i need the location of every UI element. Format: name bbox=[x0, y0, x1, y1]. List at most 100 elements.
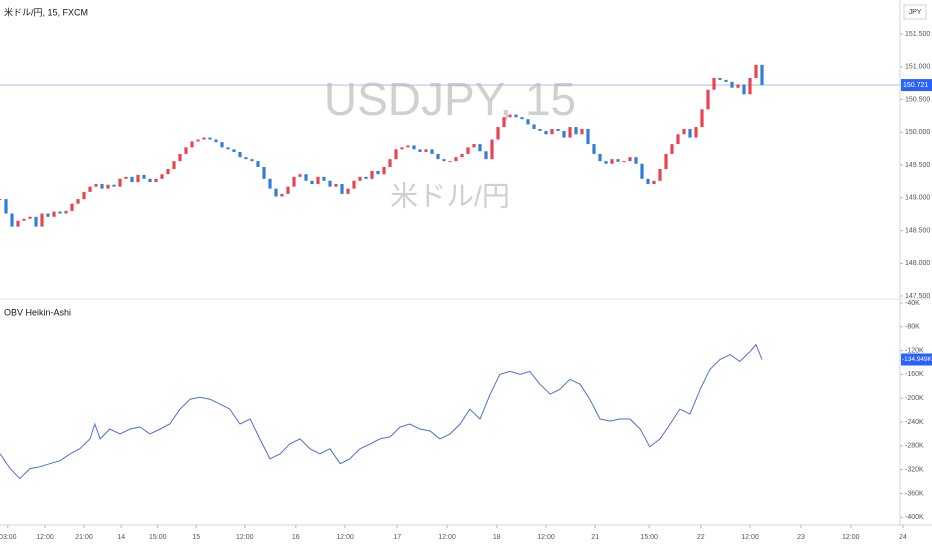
candle bbox=[472, 144, 476, 148]
candle bbox=[430, 149, 434, 154]
candle bbox=[634, 157, 638, 164]
candle bbox=[364, 176, 368, 179]
x-tick-label: 12:00 bbox=[438, 534, 456, 541]
candle bbox=[598, 153, 602, 162]
candle bbox=[28, 216, 32, 219]
candle bbox=[532, 124, 536, 130]
candle bbox=[94, 184, 98, 187]
candle bbox=[682, 129, 686, 135]
candle bbox=[160, 174, 164, 179]
candle bbox=[52, 211, 56, 217]
last-value-label: -134.949K bbox=[902, 356, 932, 363]
last-value-box bbox=[901, 353, 932, 366]
candle bbox=[112, 184, 116, 187]
candle bbox=[256, 161, 260, 168]
candle bbox=[358, 176, 362, 181]
candle bbox=[4, 199, 8, 214]
x-tick-label: 14 bbox=[117, 534, 125, 541]
y-tick-label: -80K bbox=[905, 324, 920, 331]
y-tick-label: 147.500 bbox=[905, 293, 930, 300]
candle bbox=[316, 176, 320, 185]
candle bbox=[88, 186, 92, 192]
last-price-label: 150.721 bbox=[903, 82, 928, 89]
candle bbox=[214, 139, 218, 143]
candle bbox=[580, 129, 584, 135]
candle bbox=[478, 144, 482, 152]
y-tick-label: 148.000 bbox=[905, 260, 930, 267]
candle bbox=[280, 193, 284, 197]
candle bbox=[148, 178, 152, 183]
candle bbox=[394, 149, 398, 160]
candle bbox=[628, 157, 632, 162]
candle bbox=[676, 134, 680, 145]
candle bbox=[616, 159, 620, 162]
y-tick-label: -400K bbox=[905, 514, 924, 521]
candle bbox=[274, 188, 278, 197]
x-tick-label: 12:00 bbox=[336, 534, 354, 541]
y-tick-label: 150.000 bbox=[905, 129, 930, 136]
candle bbox=[622, 161, 626, 163]
candle bbox=[604, 161, 608, 164]
candle bbox=[136, 174, 140, 183]
x-tick-label: 16 bbox=[292, 534, 300, 541]
candle bbox=[712, 77, 716, 90]
candle bbox=[640, 163, 644, 179]
candle bbox=[262, 167, 266, 179]
candle bbox=[562, 130, 566, 138]
candle bbox=[754, 64, 758, 78]
candle bbox=[436, 153, 440, 160]
candle bbox=[184, 147, 188, 154]
candle bbox=[244, 157, 248, 160]
candle bbox=[118, 178, 122, 187]
candle bbox=[652, 180, 656, 185]
x-tick-label: 23 bbox=[797, 534, 805, 541]
y-tick-label: -40K bbox=[905, 300, 920, 307]
candle bbox=[466, 147, 470, 154]
candle bbox=[442, 159, 446, 162]
candle bbox=[10, 213, 14, 227]
candle bbox=[322, 176, 326, 181]
candle bbox=[544, 130, 548, 135]
candle bbox=[454, 157, 458, 162]
candle bbox=[406, 145, 410, 148]
candle bbox=[586, 129, 590, 145]
candle bbox=[508, 114, 512, 118]
candle bbox=[142, 174, 146, 179]
y-tick-label: -360K bbox=[905, 490, 924, 497]
candle bbox=[196, 139, 200, 142]
candle bbox=[352, 180, 356, 189]
candle bbox=[400, 147, 404, 150]
currency[interactable]: JPY bbox=[909, 9, 922, 16]
candle bbox=[166, 168, 170, 175]
candle bbox=[502, 117, 506, 128]
candle bbox=[742, 84, 746, 95]
candle bbox=[706, 89, 710, 110]
pane-title: OBV Heikin-Ashi bbox=[4, 307, 71, 317]
x-tick-label: 12:00 bbox=[236, 534, 254, 541]
candle bbox=[268, 178, 272, 189]
candle bbox=[550, 129, 554, 135]
y-tick-label: 150.500 bbox=[905, 96, 930, 103]
candle bbox=[82, 191, 86, 200]
currency-box[interactable] bbox=[903, 4, 927, 20]
candle bbox=[520, 117, 524, 120]
candle bbox=[0, 199, 2, 201]
candle bbox=[304, 174, 308, 181]
x-tick-label: 12:00 bbox=[741, 534, 759, 541]
y-tick-label: -120K bbox=[905, 347, 924, 354]
candle bbox=[76, 199, 80, 204]
x-tick-label: 24 bbox=[899, 534, 907, 541]
x-tick-label: 15:00 bbox=[640, 534, 658, 541]
candle bbox=[22, 218, 26, 221]
candle bbox=[238, 151, 242, 158]
candle bbox=[748, 77, 752, 95]
candle bbox=[736, 84, 740, 88]
x-tick-label: 12:00 bbox=[537, 534, 555, 541]
last-price-box bbox=[901, 79, 932, 92]
candle bbox=[592, 144, 596, 154]
y-tick-label: -320K bbox=[905, 466, 924, 473]
watermark-name: 米ドル/円 bbox=[390, 180, 510, 211]
y-tick-label: 151.500 bbox=[905, 31, 930, 38]
candle bbox=[556, 129, 560, 131]
y-tick-label: 149.000 bbox=[905, 195, 930, 202]
